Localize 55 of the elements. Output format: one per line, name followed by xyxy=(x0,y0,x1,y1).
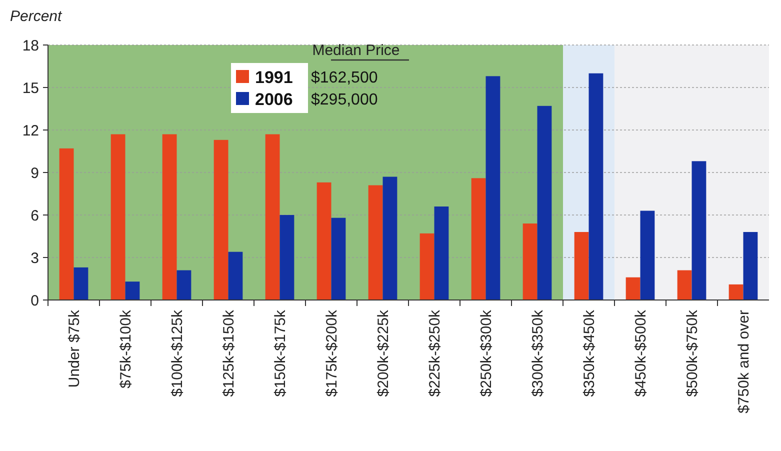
x-tick-label: $225k-$250k xyxy=(426,310,444,397)
bar xyxy=(74,267,88,300)
y-tick-label: 0 xyxy=(30,292,39,310)
bar xyxy=(214,140,228,300)
bar xyxy=(368,185,383,300)
y-tick-label: 9 xyxy=(30,164,39,182)
bar xyxy=(110,134,126,300)
bar xyxy=(331,218,346,300)
bar xyxy=(176,270,192,300)
annotation: $162,500 xyxy=(311,70,378,87)
y-tick-label: 15 xyxy=(22,80,39,97)
x-tick-label: $100k-$125k xyxy=(169,310,186,397)
bar xyxy=(574,232,589,300)
x-tick-label: $125k-$150k xyxy=(220,310,238,397)
bar xyxy=(471,178,486,300)
x-tick-label: Under $75k xyxy=(66,310,83,388)
bar xyxy=(728,284,744,300)
bar xyxy=(640,210,655,300)
x-tick-label: $750k and over xyxy=(736,310,752,414)
bar xyxy=(265,134,280,300)
legend-label: 1991 xyxy=(255,68,293,87)
bar xyxy=(316,182,332,300)
bar xyxy=(280,215,294,300)
bar xyxy=(125,282,140,300)
bar xyxy=(537,106,552,300)
bar xyxy=(677,270,692,300)
legend-label: 2006 xyxy=(255,90,293,109)
x-tick-label: $350k-$450k xyxy=(581,310,598,397)
x-tick-label: $250k-$300k xyxy=(478,310,495,397)
bar xyxy=(382,176,398,300)
y-tick-label: 18 xyxy=(22,37,39,54)
bar xyxy=(420,233,434,300)
x-tick-label: $75k-$100k xyxy=(118,310,134,388)
y-tick-label: 6 xyxy=(30,207,39,224)
x-tick-label: $175k-$200k xyxy=(324,310,340,397)
bar xyxy=(486,76,500,300)
annotation: $295,000 xyxy=(311,92,378,109)
x-tick-label: $450k-$500k xyxy=(632,310,650,397)
y-tick-label: 12 xyxy=(22,122,39,140)
x-tick-label: $150k-$175k xyxy=(272,310,289,397)
bar xyxy=(228,252,243,300)
bar xyxy=(626,277,640,300)
bar xyxy=(692,161,706,300)
y-axis-title: Percent xyxy=(10,8,63,25)
x-tick-label: $500k-$750k xyxy=(684,310,701,397)
bar xyxy=(59,148,74,300)
x-tick-label: $300k-$350k xyxy=(530,310,546,397)
x-tick-label: $200k-$225k xyxy=(375,310,392,397)
legend-title: Median Price xyxy=(312,42,400,59)
bar xyxy=(162,134,177,300)
bar xyxy=(434,206,449,300)
bar xyxy=(743,232,758,300)
bar xyxy=(588,73,604,300)
y-tick-label: 3 xyxy=(30,250,39,267)
bar xyxy=(522,224,538,300)
